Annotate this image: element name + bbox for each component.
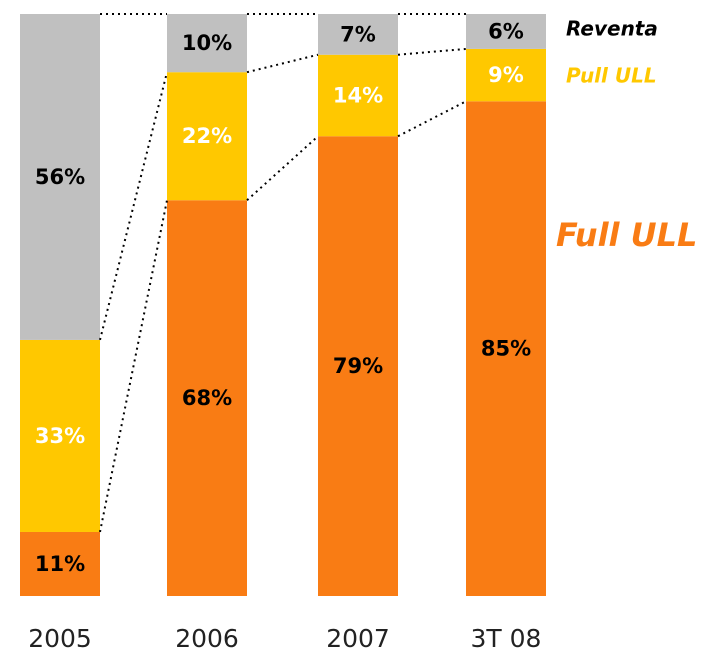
- bar-segment: [20, 339, 100, 532]
- value-label: 85%: [481, 337, 531, 361]
- value-label: 56%: [35, 165, 85, 189]
- legend-label: Reventa: [566, 17, 658, 41]
- value-label: 11%: [35, 552, 85, 576]
- bar-segment: [318, 136, 398, 596]
- connector: [99, 71, 168, 341]
- x-tick-label: 2006: [175, 624, 239, 653]
- bar-segment: [318, 14, 398, 55]
- legend-label: Pull ULL: [566, 64, 657, 88]
- value-label: 22%: [182, 124, 232, 148]
- connector: [246, 135, 319, 201]
- value-label: 9%: [488, 63, 524, 87]
- bar-segment: [466, 14, 546, 49]
- value-label: 6%: [488, 19, 524, 43]
- bar-segment: [167, 200, 247, 597]
- connector: [99, 200, 168, 533]
- x-tick-label: 2007: [326, 624, 390, 653]
- value-label: 14%: [333, 83, 383, 107]
- value-label: 68%: [182, 386, 232, 410]
- bar-segment: [167, 14, 247, 73]
- value-label: 79%: [333, 354, 383, 378]
- connector: [397, 47, 467, 56]
- value-label: 33%: [35, 424, 85, 448]
- bar-segment: [20, 14, 100, 340]
- legend-label: Full ULL: [556, 216, 697, 254]
- connector: [246, 53, 319, 74]
- bar-segment: [318, 54, 398, 137]
- bar-segment: [167, 72, 247, 201]
- x-tick-label: 3T 08: [471, 624, 542, 653]
- bar-segment: [466, 101, 546, 597]
- connector: [397, 100, 467, 138]
- value-label: 10%: [182, 31, 232, 55]
- bar-segment: [466, 48, 546, 102]
- value-label: 7%: [340, 22, 376, 46]
- bar-segment: [20, 531, 100, 596]
- x-tick-label: 2005: [28, 624, 92, 653]
